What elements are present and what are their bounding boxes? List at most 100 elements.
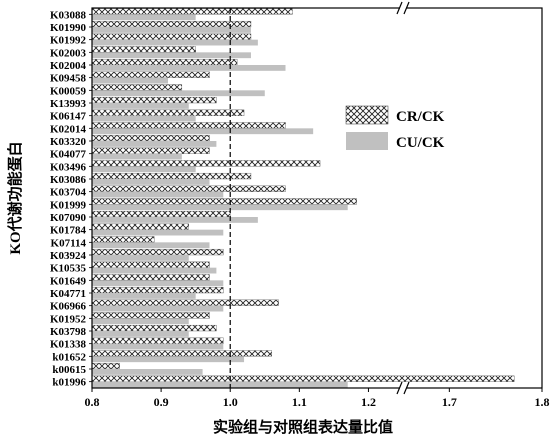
legend-label: CR/CK: [396, 109, 445, 125]
bar-cu-ck-k03924: [92, 255, 189, 261]
bar-cu-ck-k02003: [92, 52, 251, 58]
category-label: K03320: [50, 136, 87, 148]
category-label: K10535: [50, 263, 87, 275]
bar-cr-ck-k03798: [92, 325, 216, 331]
category-label: K02003: [50, 47, 87, 59]
category-label: K09458: [50, 73, 87, 85]
y-axis-title: KO代谢功能蛋白: [6, 141, 24, 254]
category-label: K02004: [50, 60, 87, 72]
category-label: k01996: [52, 377, 86, 389]
bar-cr-ck-k04771: [92, 287, 223, 293]
bar-cr-ck-k01990: [92, 21, 251, 27]
category-label: K03704: [50, 187, 87, 199]
bar-cu-ck-k03704: [92, 192, 223, 198]
bar-cu-ck-k00059: [92, 90, 265, 96]
category-label: K03086: [50, 174, 87, 186]
bar-cr-ck-k01338: [92, 338, 223, 344]
bar-cu-ck-k01952: [92, 318, 189, 324]
bar-cr-ck-k01952: [92, 313, 209, 319]
bar-cu-ck-k03086: [92, 179, 209, 185]
bar-cu-ck-k01649: [92, 280, 223, 286]
x-tick-label: 1.0: [223, 395, 238, 409]
bar-cr-ck-k06147: [92, 110, 244, 116]
bar-cr-ck-k01649: [92, 275, 209, 281]
bar-cu-ck-k03320: [92, 141, 216, 147]
category-label: K03496: [50, 161, 87, 173]
labels-layer: K03088K01990K01992K02003K02004K09458K000…: [6, 9, 550, 436]
bar-cr-ck-k03496: [92, 161, 320, 167]
category-label: K07090: [50, 212, 87, 224]
category-label: K04771: [50, 288, 86, 300]
category-label: K07114: [51, 237, 87, 249]
bar-cu-ck-k06147: [92, 116, 196, 122]
bar-cu-ck-k01999: [92, 204, 348, 210]
category-label: k00615: [52, 364, 86, 376]
category-label: K01999: [50, 199, 87, 211]
category-label: K13993: [50, 98, 87, 110]
x-tick-label: 1.1: [292, 395, 307, 409]
bar-cu-ck-k06966: [92, 306, 223, 312]
bar-cu-ck-k02014: [92, 128, 313, 134]
bar-cr-ck-k03086: [92, 173, 251, 179]
bars-layer: [92, 9, 514, 388]
bar-cr-ck-k01999: [92, 199, 357, 205]
bar-cr-ck-k00059: [92, 85, 182, 91]
bar-cr-ck-k07114: [92, 237, 154, 243]
category-label: K04077: [50, 149, 87, 161]
x-tick-label: 1.8: [535, 395, 550, 409]
category-label: K01649: [50, 275, 87, 287]
bar-cr-ck-k01652: [92, 351, 272, 357]
bar-cr-ck-k03704: [92, 186, 286, 192]
bar-cu-ck-k09458: [92, 78, 168, 84]
bar-cu-ck-k13993: [92, 103, 189, 109]
bar-cu-ck-k01652: [92, 356, 244, 362]
category-label: K01992: [50, 35, 87, 47]
bar-cr-ck-k04077: [92, 148, 209, 154]
bar-cr-ck-k13993: [92, 97, 216, 103]
legend-label: CU/CK: [396, 135, 445, 151]
category-label: K03924: [50, 250, 87, 262]
x-tick-label: 0.9: [154, 395, 169, 409]
category-label: k01652: [52, 351, 86, 363]
category-label: K01338: [50, 339, 87, 351]
x-tick-label: 1.7: [442, 395, 457, 409]
category-label: K00059: [50, 85, 87, 97]
bar-cr-ck-k09458: [92, 72, 209, 78]
bar-cr-ck-k03320: [92, 135, 209, 141]
bar-cu-ck-k10535: [92, 268, 216, 274]
bar-cr-ck-k01992: [92, 34, 251, 40]
x-tick-label: 1.2: [361, 395, 376, 409]
bar-cr-ck-k06966: [92, 300, 279, 306]
bar-cu-ck-k01338: [92, 344, 223, 350]
category-label: K01952: [50, 313, 87, 325]
bar-cr-ck-k03924: [92, 249, 223, 255]
legend-swatch: [346, 106, 388, 124]
bar-cu-ck-k01992: [92, 40, 258, 46]
bar-cu-ck-k07114: [92, 242, 209, 248]
category-label: K03798: [50, 326, 87, 338]
bar-cu-ck-k03088: [92, 14, 196, 20]
bar-cu-ck-k07090: [92, 217, 258, 223]
bar-cr-ck-k02003: [92, 47, 196, 53]
bar-cu-ck-k04771: [92, 293, 196, 299]
legend-swatch: [346, 132, 388, 150]
bar-cr-ck-k01784: [92, 224, 189, 230]
category-label: K01784: [50, 225, 87, 237]
bar-cr-ck-k07090: [92, 211, 230, 217]
bar-cu-ck-k04077: [92, 154, 182, 160]
category-label: K02014: [50, 123, 87, 135]
legend: CR/CK CU/CK: [346, 106, 445, 151]
bar-cu-ck-k00615: [92, 369, 203, 375]
bar-cr-ck-k00615: [92, 363, 120, 369]
bar-cr-ck-k01996: [92, 376, 514, 382]
category-label: K06147: [50, 111, 87, 123]
bar-cu-ck-k01784: [92, 230, 223, 236]
bar-cr-ck-k10535: [92, 262, 209, 268]
bar-cu-ck-k01990: [92, 27, 251, 33]
bar-cr-ck-k02014: [92, 123, 286, 129]
category-label: K03088: [50, 9, 87, 21]
x-tick-label: 0.8: [85, 395, 100, 409]
bar-cu-ck-k03798: [92, 331, 189, 337]
bar-cu-ck-k01996: [92, 382, 348, 388]
